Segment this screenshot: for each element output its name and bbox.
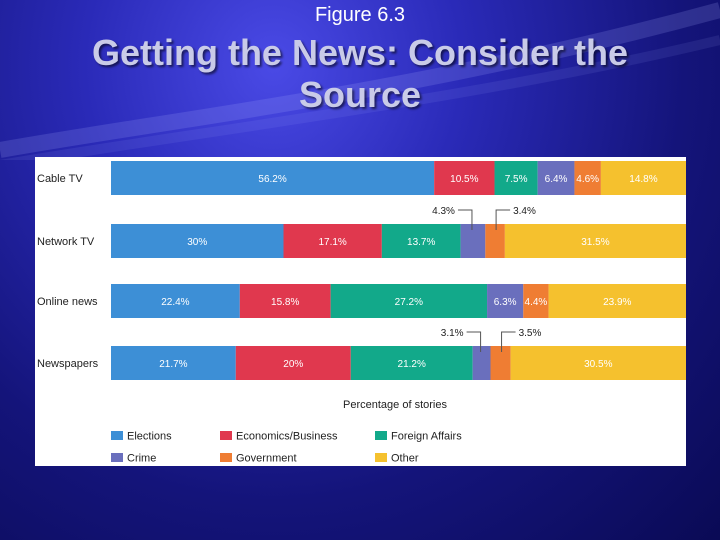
legend-swatch-government xyxy=(220,453,232,462)
data-label-cable-tv-other: 14.8% xyxy=(629,174,657,185)
callout-network-tv-government-line xyxy=(495,209,511,230)
data-label-newspapers-elections: 21.7% xyxy=(159,359,187,370)
bar-newspapers-government xyxy=(490,346,511,380)
figure-label: Figure 6.3 xyxy=(314,4,406,26)
data-label-newspapers-economics-business: 20% xyxy=(283,359,303,370)
chart-panel: Cable TV 56.2% 10.5% 7.5% 6.4% 4.6% 14.8% Netwo… xyxy=(35,157,686,466)
bar-network-tv-foreign-affairs xyxy=(381,224,461,258)
callout-network-tv-government-label: 3.4% xyxy=(513,206,536,217)
data-label-online-news-government: 4.4% xyxy=(525,297,548,308)
bar-online-news-government xyxy=(523,284,549,318)
legend-label-economics-business: Economics/Business xyxy=(236,431,338,443)
callout-network-tv-crime-line xyxy=(457,209,473,230)
data-label-network-tv-foreign-affairs: 13.7% xyxy=(407,237,435,248)
bar-network-tv-elections xyxy=(111,224,284,258)
callout-newspapers-government-label: 3.5% xyxy=(519,328,542,339)
bar-newspapers-crime xyxy=(472,346,491,380)
stacked-bar-chart: Cable TV 56.2% 10.5% 7.5% 6.4% 4.6% 14.8% Netwo… xyxy=(37,161,686,465)
data-label-network-tv-other: 31.5% xyxy=(581,237,609,248)
data-label-newspapers-foreign-affairs: 21.2% xyxy=(398,359,426,370)
bar-cable-tv-foreign-affairs xyxy=(494,161,538,195)
callout-newspapers-government-line xyxy=(501,331,516,352)
bar-newspapers-economics-business xyxy=(235,346,351,380)
bar-newspapers-elections xyxy=(111,346,236,380)
bar-cable-tv-other xyxy=(600,161,686,195)
legend-swatch-other xyxy=(375,453,387,462)
bar-network-tv-government xyxy=(485,224,505,258)
category-label-newspapers: Newspapers xyxy=(37,358,99,370)
category-label-network-tv: Network TV xyxy=(37,236,95,248)
bar-cable-tv-crime xyxy=(537,161,575,195)
data-label-cable-tv-foreign-affairs: 7.5% xyxy=(505,174,528,185)
data-label-cable-tv-elections: 56.2% xyxy=(258,174,286,185)
bar-cable-tv-economics-business xyxy=(434,161,495,195)
callout-newspapers-crime-line xyxy=(466,331,482,352)
data-label-online-news-other: 23.9% xyxy=(603,297,631,308)
legend-label-other: Other xyxy=(391,453,419,465)
data-label-network-tv-economics-business: 17.1% xyxy=(318,237,346,248)
legend-label-government: Government xyxy=(236,453,297,465)
bar-newspapers-other xyxy=(510,346,686,380)
bar-network-tv-other xyxy=(504,224,686,258)
data-label-online-news-economics-business: 15.8% xyxy=(271,297,299,308)
bar-online-news-foreign-affairs xyxy=(330,284,488,318)
bar-network-tv-economics-business xyxy=(283,224,382,258)
legend-swatch-crime xyxy=(111,453,123,462)
data-label-cable-tv-crime: 6.4% xyxy=(545,174,568,185)
legend-label-foreign-affairs: Foreign Affairs xyxy=(391,431,462,443)
bar-network-tv-crime xyxy=(460,224,486,258)
legend-swatch-economics-business xyxy=(220,431,232,440)
bar-cable-tv-government xyxy=(574,161,601,195)
bar-online-news-economics-business xyxy=(239,284,331,318)
legend-label-crime: Crime xyxy=(127,453,156,465)
bar-online-news-other xyxy=(548,284,686,318)
slide-title: Getting the News: Consider the Source xyxy=(91,32,629,115)
legend-swatch-elections xyxy=(111,431,123,440)
x-axis-label: Percentage of stories xyxy=(343,399,447,411)
data-label-online-news-foreign-affairs: 27.2% xyxy=(395,297,423,308)
bar-online-news-elections xyxy=(111,284,240,318)
legend-swatch-foreign-affairs xyxy=(375,431,387,440)
legend-label-elections: Elections xyxy=(127,431,172,443)
bar-online-news-crime xyxy=(487,284,524,318)
data-label-network-tv-elections: 30% xyxy=(187,237,207,248)
callout-newspapers-crime-label: 3.1% xyxy=(441,328,464,339)
bar-cable-tv-elections xyxy=(111,161,435,195)
data-label-newspapers-other: 30.5% xyxy=(584,359,612,370)
category-label-online-news: Online news xyxy=(37,296,98,308)
data-label-online-news-elections: 22.4% xyxy=(161,297,189,308)
category-label-cable-tv: Cable TV xyxy=(37,173,83,185)
data-label-cable-tv-government: 4.6% xyxy=(576,174,599,185)
data-label-cable-tv-economics-business: 10.5% xyxy=(450,174,478,185)
callout-network-tv-crime-label: 4.3% xyxy=(432,206,455,217)
data-label-online-news-crime: 6.3% xyxy=(494,297,517,308)
bar-newspapers-foreign-affairs xyxy=(350,346,473,380)
